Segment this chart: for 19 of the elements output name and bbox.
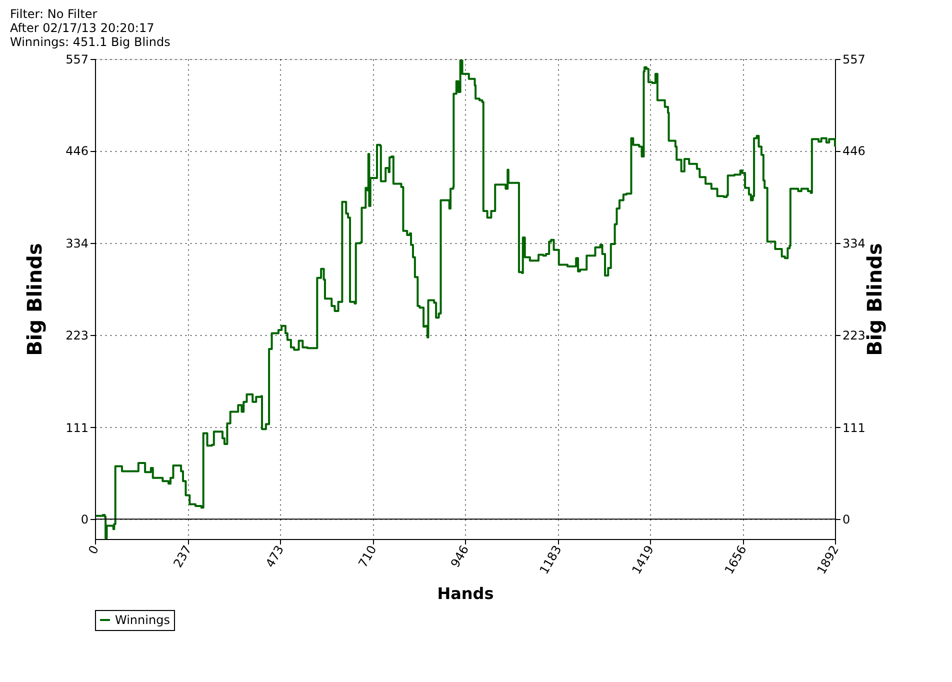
y2-tick-label: 223 bbox=[842, 328, 866, 342]
y2-tick-label: 446 bbox=[842, 144, 866, 158]
y-tick-label: 111 bbox=[66, 420, 88, 435]
y2-tick-label: 557 bbox=[842, 52, 866, 66]
x-tick-label: 0 bbox=[86, 543, 102, 557]
y-axis-title: Big Blinds bbox=[22, 243, 47, 356]
y-tick-label: 557 bbox=[66, 52, 88, 66]
x-axis-title: Hands bbox=[437, 584, 494, 603]
text: After 02/17/13 20:20:17 bbox=[10, 21, 154, 35]
y-tick-label: 446 bbox=[66, 144, 88, 158]
y2-tick-label: 334 bbox=[842, 236, 866, 251]
y2-tick-label: 111 bbox=[842, 420, 866, 435]
text: Winnings: 451.1 Big Blinds bbox=[10, 35, 170, 49]
y-tick-label: 334 bbox=[66, 236, 88, 251]
y-tick-label: 223 bbox=[66, 328, 88, 342]
y-tick-label: 0 bbox=[80, 512, 88, 527]
y2-tick-label: 0 bbox=[842, 512, 850, 527]
text: Filter: No Filter bbox=[10, 7, 98, 21]
legend-label: Winnings bbox=[115, 613, 170, 627]
